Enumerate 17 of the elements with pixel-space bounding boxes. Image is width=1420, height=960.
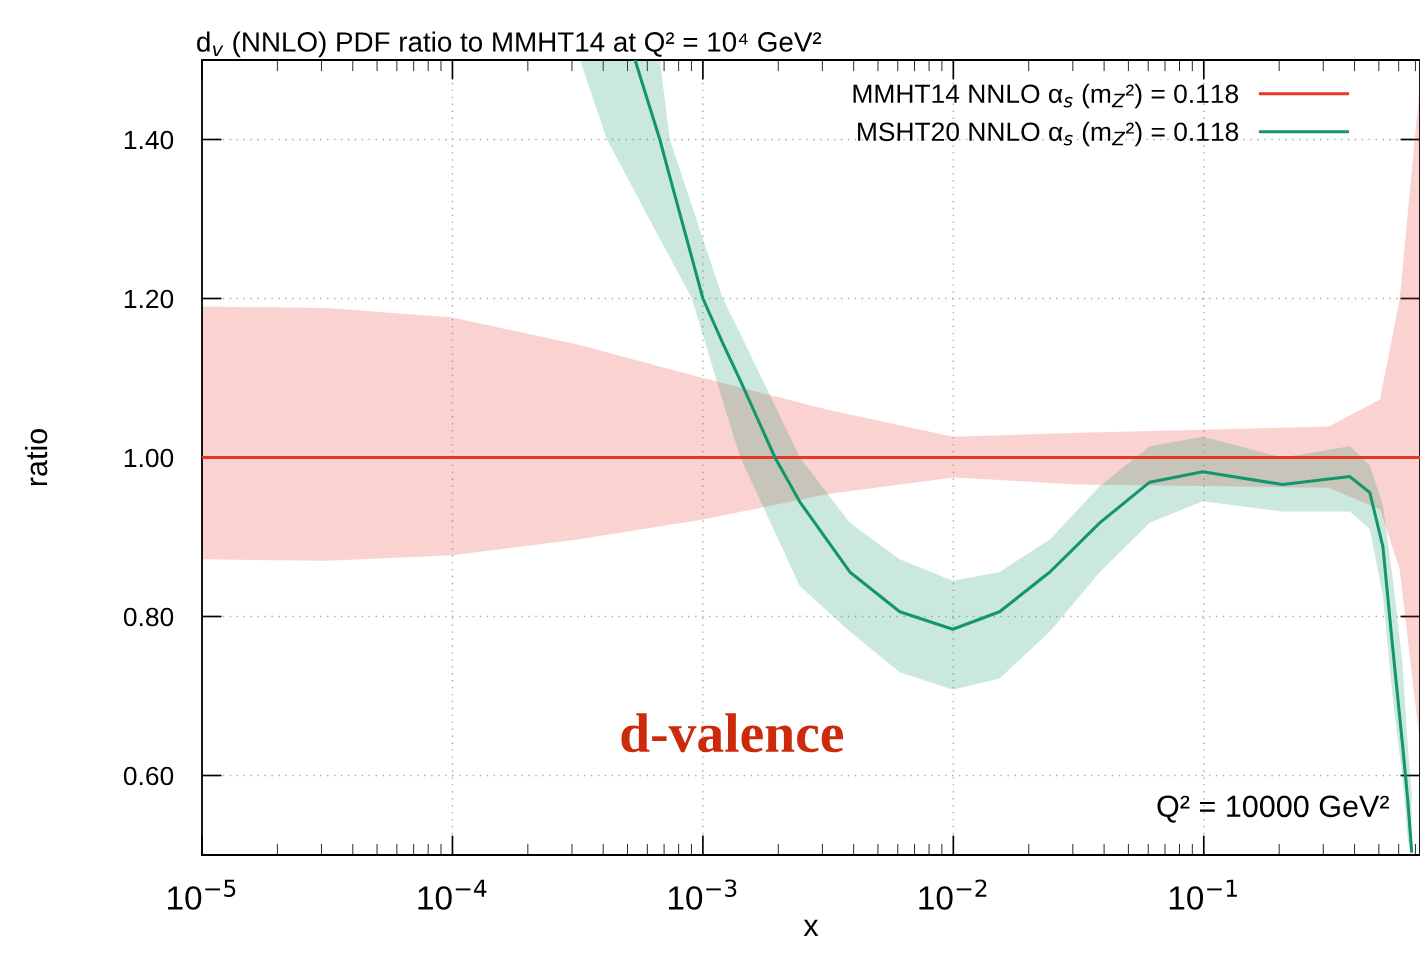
x-tick-label: 10$^{−3}$ bbox=[668, 879, 737, 910]
y-tick-label: 1.00 bbox=[124, 448, 174, 468]
y-tick-label: 1.40 bbox=[124, 130, 174, 150]
x-tick-label: 10$^{−5}$ bbox=[168, 879, 236, 910]
x-tick-label: 10$^{−2}$ bbox=[919, 879, 987, 910]
y-tick-label: 0.60 bbox=[123, 766, 174, 786]
y-tick-label: 1.20 bbox=[124, 289, 174, 309]
legend-label: MSHT20 NNLO α$_{s}$ (m$_{Z}$²) = 0.118 bbox=[858, 121, 1239, 147]
x-tick-label: 10$^{−1}$ bbox=[1169, 879, 1237, 910]
x-axis-title: x bbox=[803, 919, 819, 936]
legend-label: MMHT14 NNLO α$_{s}$ (m$_{Z}$²) = 0.118 bbox=[853, 83, 1239, 109]
annotation: d-valence bbox=[621, 713, 844, 753]
chart-title: d$_{v}$ (NNLO) PDF ratio to MMHT14 at Q² = 10⁴ GeV² bbox=[197, 31, 822, 58]
x-tick-label: 10$^{−4}$ bbox=[418, 879, 487, 910]
y-axis-title: ratio bbox=[24, 429, 48, 486]
y-tick-label: 0.80 bbox=[123, 607, 174, 627]
annotation: Q² = 10000 GeV² bbox=[1157, 795, 1389, 823]
